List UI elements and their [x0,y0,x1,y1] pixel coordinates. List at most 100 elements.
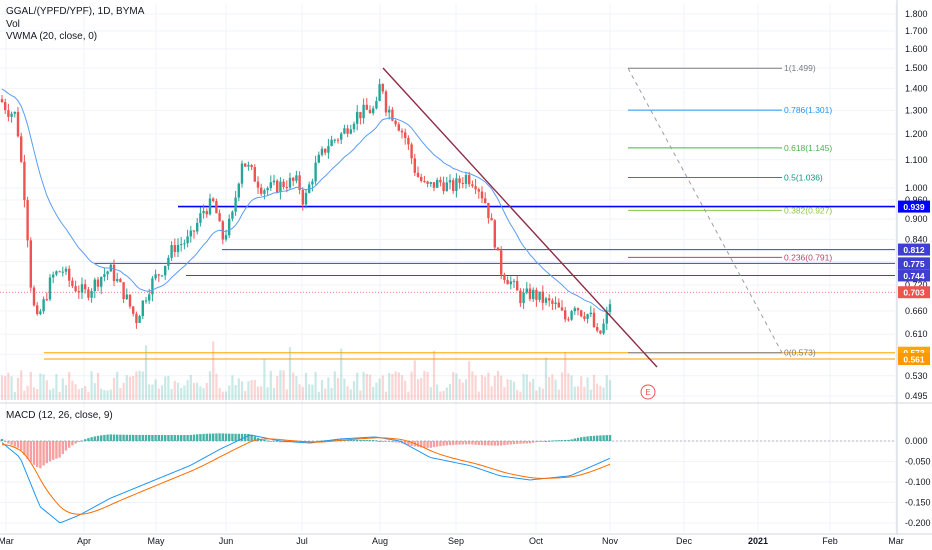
candle [432,182,436,192]
candle-body [122,282,125,300]
volume-bar [122,382,125,400]
fib-level-label: 0(0.573) [784,348,816,358]
candle-body [167,257,170,266]
candle-body [0,99,4,103]
candle [429,181,432,187]
candle-body [506,280,509,285]
candle [192,230,196,239]
candle-body [592,312,596,327]
macd-histogram-bar [429,441,432,448]
candle [39,308,42,316]
candle [461,177,464,189]
volume-bar [183,385,186,400]
candle-body [202,211,205,214]
macd-legend[interactable]: MACD (12, 26, close, 9) [6,410,113,421]
candle [404,128,407,145]
volume-bar [349,389,352,400]
candle-body [263,190,266,194]
volume-bar [61,378,64,400]
macd-histogram-bar [205,433,208,441]
level-badge-label: 0.775 [903,259,925,269]
candle-body [42,299,45,312]
candle [314,155,317,185]
candle [186,229,189,248]
volume-bar [87,391,90,400]
macd-histogram-bar [154,434,157,441]
volume-bar [570,375,573,400]
volume-bar [68,372,71,400]
candle-body [560,307,564,311]
candle-body [183,243,186,245]
volume-bar [493,375,496,400]
macd-histogram-bar [477,441,480,446]
candle [138,314,141,323]
volume-bar [180,387,183,400]
candle-body [400,130,404,133]
macd-histogram-bar [535,441,538,443]
candle [218,209,221,222]
time-tick-label: 2021 [748,536,768,546]
candle-body [548,298,551,301]
candle-body [157,274,160,276]
candle [221,220,224,245]
volume-bar [519,391,522,400]
price-tick-label: 1.500 [905,63,928,73]
macd-histogram-bar [528,441,532,444]
candle [266,186,269,195]
macd-histogram-bar [464,441,468,445]
candle-body [68,268,71,281]
candle [477,187,480,199]
candle-body [180,244,183,246]
volume-bar [400,375,404,400]
candle-body [269,182,272,189]
macd-histogram-bar [452,441,455,445]
candle [180,236,183,252]
fib-extension[interactable]: 1(1.499) 0.786(1.301) 0.618(1.145) 0.5(1.03… [627,63,832,358]
candle [362,98,365,124]
volume-legend[interactable]: Vol [6,19,20,30]
volume-bar [397,372,400,400]
volume-bar [39,373,42,400]
trendline[interactable]: E [382,67,658,400]
volume-bar [199,386,202,400]
current-price-label: 0.703 [903,288,925,298]
macd-histogram-bar [589,436,592,441]
volume-bar [391,373,394,400]
level-badge [898,200,930,213]
candle-body [608,304,612,313]
price-tick-label: 0.900 [905,214,928,224]
macd-histogram-bar [180,435,183,441]
volume-bar [231,375,234,400]
macd-histogram-bar [42,441,45,466]
macd-histogram-bar [352,439,356,441]
symbol-title[interactable]: GGAL/(YPFD/YPF), 1D, BYMA [6,6,145,17]
candle [71,277,74,289]
macd-histogram-bar [87,438,90,441]
volume-bar [144,345,148,400]
volume-bar [484,376,487,400]
candle [468,171,471,188]
candle [212,197,215,203]
volume-bar [432,350,436,400]
volume-bar [132,375,135,400]
volume-bar [352,381,356,400]
candle [77,285,80,299]
volume-bar [381,375,384,400]
candle [381,83,384,94]
time-tick-label: Aug [372,536,388,546]
candle-body [493,220,496,248]
candle [58,270,61,273]
vwma-legend[interactable]: VWMA (20, close, 0) [6,31,98,42]
macd-histogram-bar [23,441,26,456]
macd-histogram-bar [602,435,605,441]
candle-body [96,279,100,287]
macd-tick-label: -0.150 [905,498,931,508]
macd-histogram-bar [132,434,135,441]
candle [176,238,180,258]
candle [100,276,103,295]
volume-bar [340,348,343,400]
macd-histogram-bar [432,441,436,448]
candle-body [448,180,452,183]
candle-body [589,312,592,315]
